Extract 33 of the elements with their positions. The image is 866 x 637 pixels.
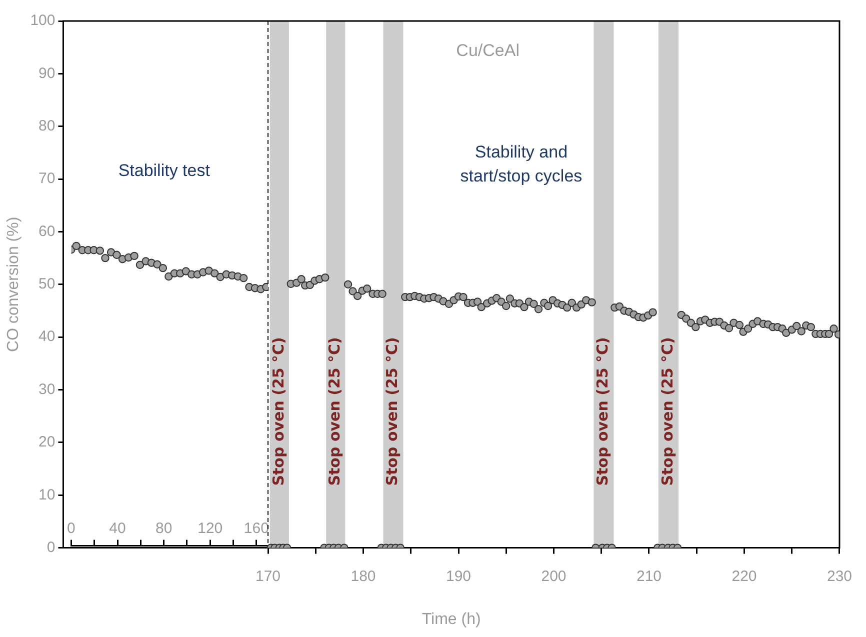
y-tick-label: 70 (38, 170, 56, 188)
y-tick-label: 100 (30, 12, 56, 30)
x-tick-label: 200 (541, 568, 566, 585)
x2-tick-label: 160 (244, 520, 269, 537)
y-axis-title: CO conversion (%) (5, 216, 22, 352)
x-axis-title: Time (h) (422, 610, 481, 628)
band-label: Stop oven (25 °C) (383, 337, 402, 486)
x2-tick-label: 40 (109, 520, 126, 537)
band-label: Stop oven (25 °C) (594, 337, 612, 486)
y-tick-label: 10 (38, 486, 56, 504)
x2-tick-label: 120 (198, 520, 223, 537)
y-tick-label: 80 (38, 118, 56, 134)
x-tick-label: 220 (732, 568, 757, 585)
y-tick-label: 90 (38, 64, 56, 82)
x2-tick-label: 0 (67, 520, 76, 537)
y-tick-label: 30 (38, 380, 56, 398)
annotation: Stability test (118, 160, 210, 180)
annotation: Stability and start/stop cycles (460, 142, 582, 186)
band-label: Stop oven (25 °C) (326, 337, 344, 486)
band-label: Stop oven (25 °C) (658, 337, 676, 486)
band-label: Stop oven (25 °C) (269, 337, 288, 486)
x-tick-label: 180 (350, 568, 376, 585)
y-tick-label: 50 (38, 276, 56, 293)
x-tick-label: 210 (636, 568, 662, 585)
y-tick-label: 0 (46, 538, 56, 556)
x-tick-label: 190 (446, 568, 472, 585)
x2-tick-label: 80 (155, 520, 172, 537)
annotation: Cu/CeAl (456, 41, 520, 60)
y-tick-label: 60 (38, 222, 56, 240)
x-tick-label: 170 (255, 568, 281, 585)
x-tick-label: 230 (826, 568, 852, 585)
y-tick-label: 20 (38, 434, 56, 451)
y-tick-label: 40 (38, 328, 56, 346)
